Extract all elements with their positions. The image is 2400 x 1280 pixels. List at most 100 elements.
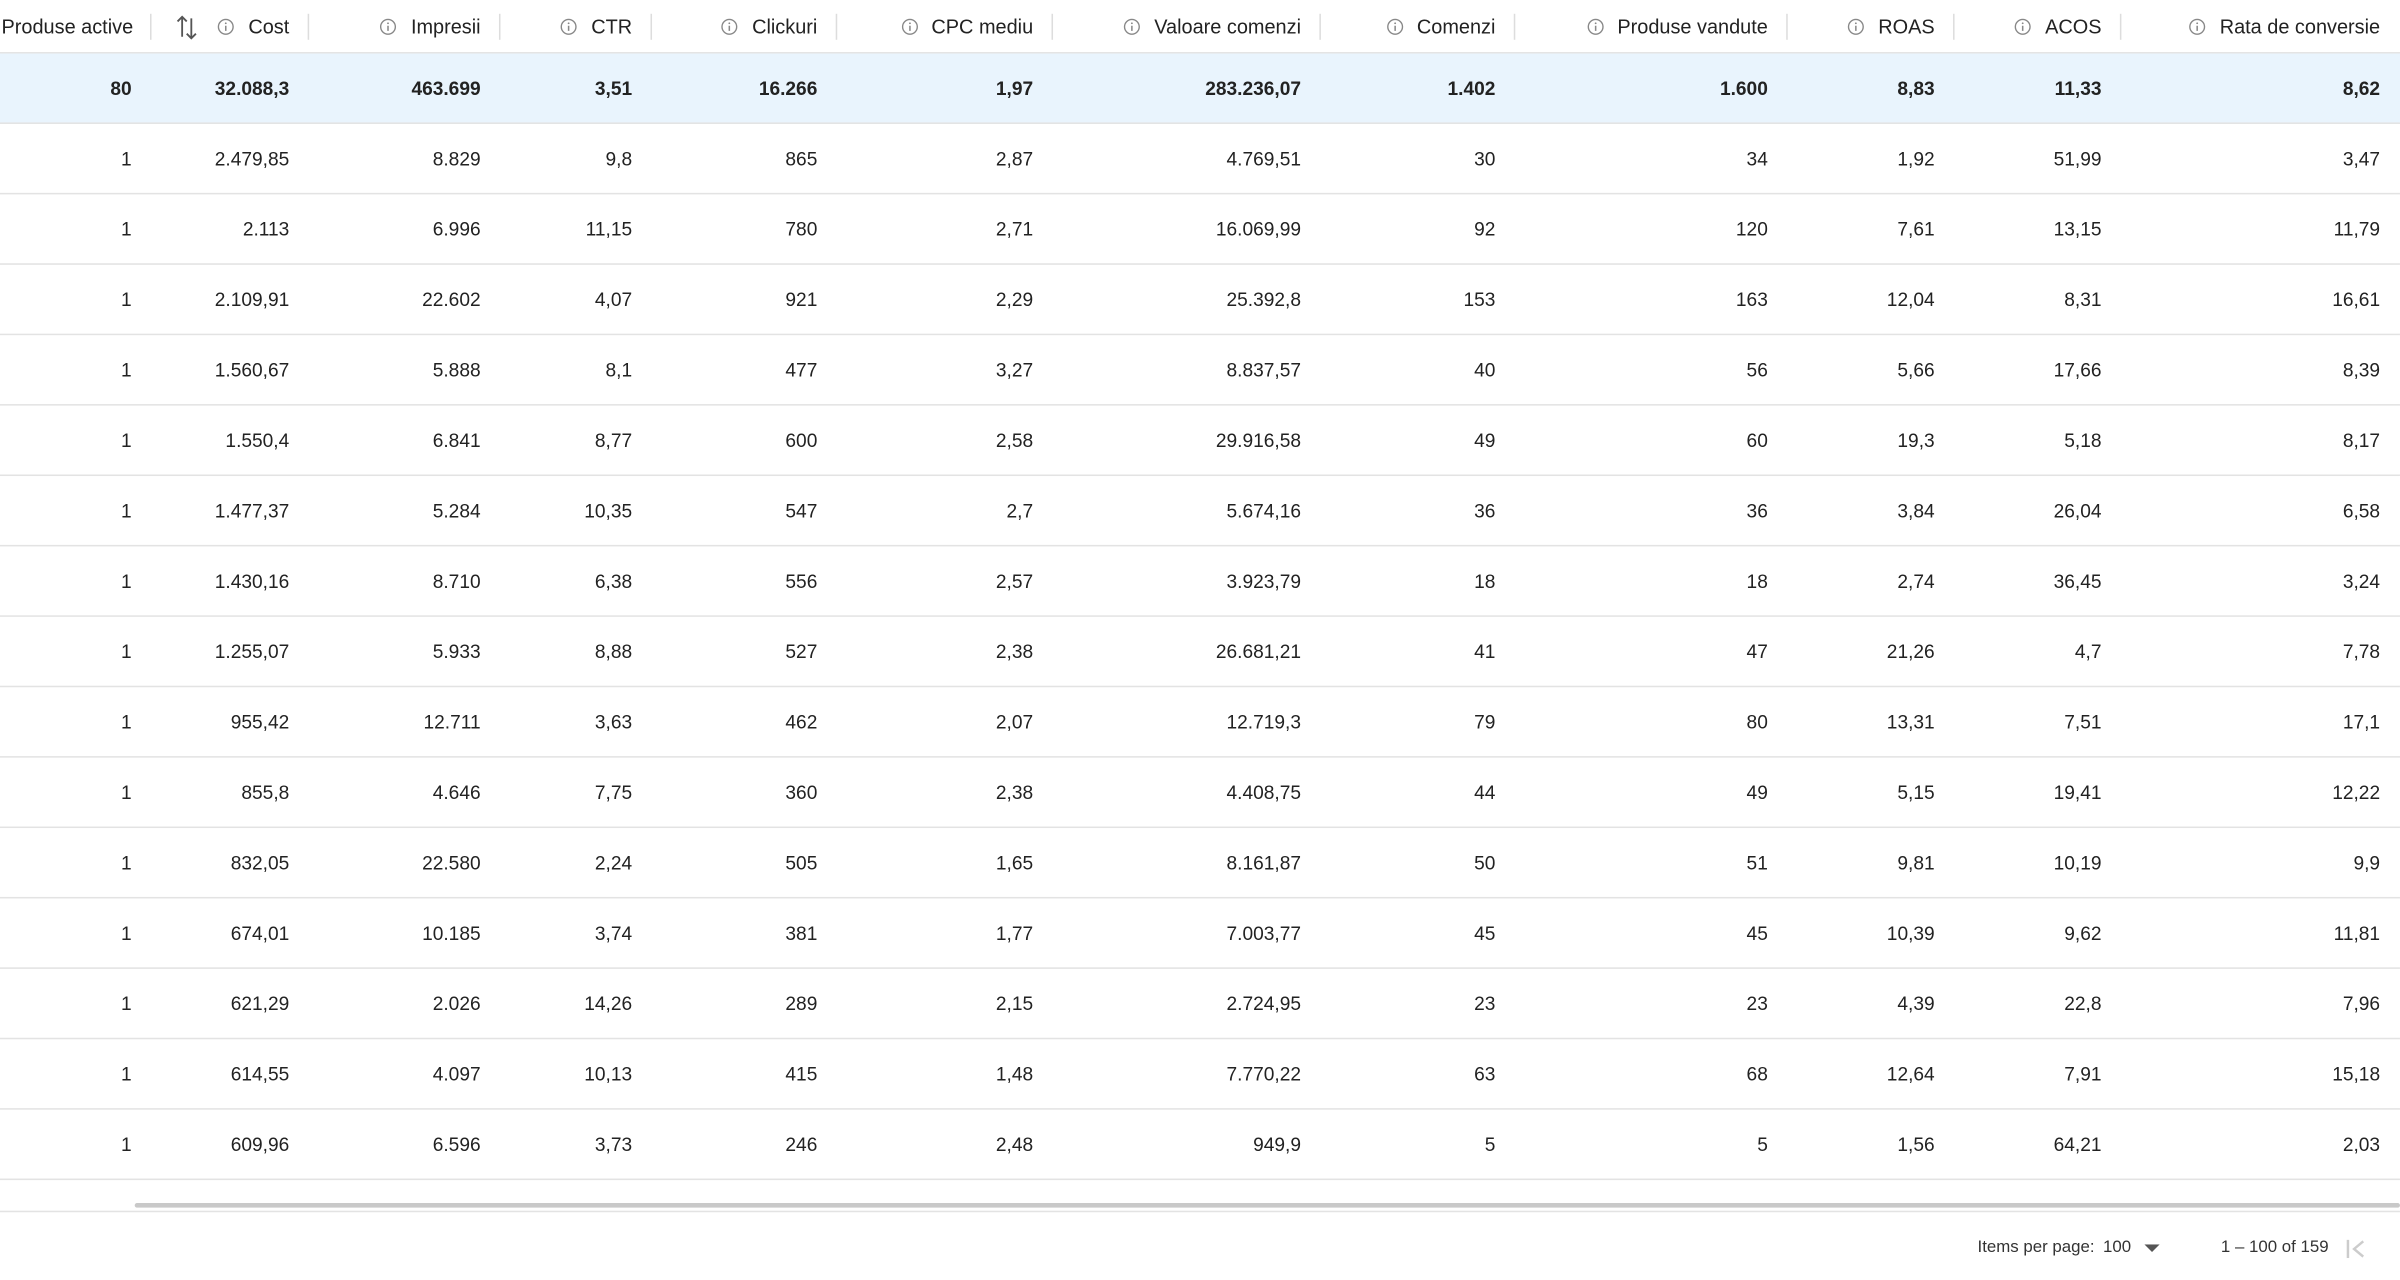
data-row: 1 2.109,91 22.602 4,07 921 2,29 25.392,8 153 163…: [0, 265, 2400, 336]
cell-value: 674,01: [230, 922, 290, 944]
cell-value: 10,13: [584, 1063, 633, 1085]
cell-value: 2,24: [594, 851, 633, 874]
header-cell[interactable]: Produse vandute: [1515, 0, 1788, 52]
header-cell[interactable]: Clickuri: [652, 0, 838, 52]
cell-value: 1: [120, 640, 132, 662]
header-cell[interactable]: Comenzi: [1321, 0, 1516, 52]
header-cell[interactable]: Valoare comenzi: [1053, 0, 1321, 52]
info-icon[interactable]: [561, 17, 578, 35]
header-cell[interactable]: ROAS: [1788, 0, 1955, 52]
sort-icon[interactable]: [176, 14, 197, 40]
items-per-page-select[interactable]: 100: [2103, 1238, 2132, 1257]
data-row: 1 2.479,85 8.829 9,8 865 2,87 4.769,51 30 34 1,92…: [0, 124, 2400, 195]
header-cell[interactable]: ACOS: [1955, 0, 2122, 52]
info-icon[interactable]: [2189, 17, 2206, 35]
cell-value: 1.550,4: [225, 429, 290, 451]
cell-value: 19,41: [2053, 781, 2102, 803]
cell-value: 49: [1746, 781, 1768, 803]
cell-value: 30: [1474, 147, 1496, 170]
cell-value: 462: [785, 710, 818, 733]
cell-value: 7.003,77: [1226, 922, 1302, 944]
info-icon[interactable]: [1124, 17, 1141, 35]
header-cell[interactable]: Produse active: [0, 0, 152, 52]
cell-value: 45: [1474, 922, 1496, 944]
cell-value: 1,48: [995, 1063, 1034, 1085]
range-label: 1 – 100 of 159: [2220, 1238, 2329, 1257]
cell-value: 283.236,07: [1205, 77, 1302, 99]
cell-value: 19,3: [1897, 429, 1935, 451]
cell-value: 2,48: [995, 1133, 1034, 1155]
cell-value: 7,75: [594, 781, 633, 803]
cell-value: 477: [785, 358, 818, 381]
cell-value: 4.769,51: [1226, 147, 1302, 170]
cell-value: 1.402: [1447, 77, 1496, 99]
cell-value: 1,77: [995, 922, 1034, 944]
cell-value: 9,9: [2353, 851, 2381, 874]
cell-value: 16,61: [2332, 288, 2381, 310]
cell-value: 505: [785, 851, 818, 874]
cell-value: 1,97: [995, 77, 1034, 99]
header-cell[interactable]: Rata de conversie: [2121, 0, 2400, 52]
cell-value: 5.284: [432, 499, 481, 522]
cell-value: 9,62: [2064, 922, 2102, 944]
cell-value: 5: [1484, 1133, 1496, 1155]
cell-value: 3,74: [594, 922, 633, 944]
cell-value: 2,7: [1006, 499, 1034, 522]
cell-value: 8.161,87: [1226, 851, 1302, 874]
info-icon[interactable]: [1587, 17, 1604, 35]
cell-value: 13,15: [2053, 218, 2102, 240]
summary-row: 80 32.088,3 463.699 3,51 16.266 1,97 283.236,0…: [0, 53, 2400, 124]
header-row: Produse active Cost Impresii CTR Clickuri CPC…: [0, 0, 2400, 54]
first-page-button[interactable]: [2345, 1239, 2366, 1259]
cell-value: 12.711: [423, 710, 481, 733]
data-row: 1 855,8 4.646 7,75 360 2,38 4.408,75 44 49 5,15 19…: [0, 758, 2400, 829]
info-icon[interactable]: [1386, 17, 1403, 35]
cell-value: 21,26: [1886, 640, 1935, 662]
cell-value: 9,8: [605, 147, 633, 170]
cell-value: 4,07: [594, 288, 633, 310]
cell-value: 80: [1746, 710, 1768, 733]
cell-value: 26.681,21: [1215, 640, 1302, 662]
cell-value: 4.097: [432, 1063, 481, 1085]
cell-value: 865: [785, 147, 818, 170]
cell-value: 3.923,79: [1226, 570, 1302, 592]
cell-value: 1: [120, 1133, 132, 1155]
cell-value: 955,42: [230, 710, 290, 733]
info-icon[interactable]: [2014, 17, 2032, 35]
header-cell[interactable]: Cost: [152, 0, 310, 52]
info-icon[interactable]: [721, 17, 738, 35]
cell-value: 10,19: [2053, 851, 2102, 874]
cell-value: 8,77: [594, 429, 633, 451]
header-cell[interactable]: Impresii: [309, 0, 501, 52]
cell-value: 1.430,16: [214, 570, 290, 592]
cell-value: 12,22: [2332, 781, 2381, 803]
horizontal-scrollbar[interactable]: [134, 1203, 2400, 1208]
dropdown-arrow[interactable]: [2144, 1244, 2160, 1253]
cell-value: 6,58: [2342, 499, 2381, 522]
cell-value: 1: [120, 147, 132, 170]
cell-value: 949,9: [1253, 1133, 1302, 1155]
cell-value: 1.560,67: [214, 358, 290, 381]
header-cell[interactable]: CTR: [501, 0, 653, 52]
cell-value: 36: [1746, 499, 1768, 522]
cell-value: 6.596: [432, 1133, 481, 1155]
cell-value: 7,61: [1897, 218, 1935, 240]
header-cell[interactable]: CPC mediu: [837, 0, 1054, 52]
cell-value: 5.674,16: [1226, 499, 1302, 522]
info-icon[interactable]: [901, 17, 918, 35]
cell-value: 3,47: [2342, 147, 2381, 170]
column-title: Valoare comenzi: [1154, 14, 1302, 38]
cell-value: 8,88: [594, 640, 633, 662]
data-table: Produse active Cost Impresii CTR Clickuri CPC…: [0, 0, 2400, 1181]
info-icon[interactable]: [218, 17, 235, 35]
cell-value: 51: [1746, 851, 1768, 874]
info-icon[interactable]: [1848, 17, 1865, 35]
cell-value: 7.770,22: [1226, 1063, 1302, 1085]
cell-value: 609,96: [230, 1133, 290, 1155]
cell-value: 2,29: [995, 288, 1034, 310]
cell-value: 10.185: [422, 922, 481, 944]
info-icon[interactable]: [380, 17, 397, 35]
cell-value: 56: [1746, 358, 1768, 381]
cell-value: 32.088,3: [214, 77, 290, 99]
